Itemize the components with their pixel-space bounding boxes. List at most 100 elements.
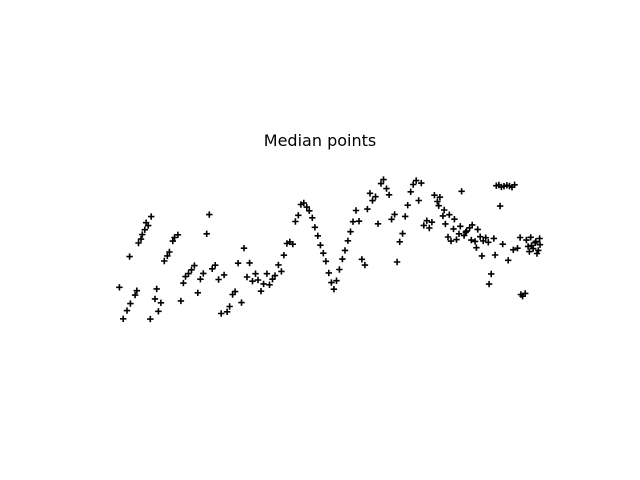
data-point (420, 222, 427, 229)
data-point (347, 228, 354, 235)
data-point (194, 289, 201, 296)
data-point (260, 280, 267, 288)
data-point (231, 288, 239, 295)
data-point (380, 176, 387, 183)
data-point (431, 192, 438, 199)
data-point (402, 213, 409, 220)
data-point (435, 202, 442, 209)
data-point (157, 299, 165, 306)
data-point (423, 217, 430, 224)
data-point (535, 247, 542, 254)
data-point (458, 188, 465, 195)
data-point (139, 231, 146, 238)
data-point (488, 270, 495, 278)
data-point (127, 300, 134, 307)
data-point (436, 194, 444, 201)
data-point (223, 308, 231, 315)
data-point (218, 310, 225, 317)
data-point (349, 218, 357, 225)
data-point (407, 188, 414, 195)
data-point (418, 179, 425, 187)
data-point (413, 177, 420, 184)
data-point (428, 219, 436, 226)
data-point (147, 315, 154, 323)
data-point (206, 211, 213, 218)
data-point (524, 243, 532, 250)
data-point (528, 242, 535, 249)
data-point (180, 279, 187, 287)
data-point (131, 291, 139, 299)
data-point (311, 224, 319, 231)
data-point (164, 252, 171, 260)
data-point (215, 276, 222, 283)
data-point (455, 230, 463, 237)
data-point (161, 257, 168, 265)
data-point (444, 233, 452, 241)
data-point (439, 212, 447, 220)
data-point (344, 237, 352, 244)
data-point (462, 228, 469, 236)
data-point (374, 220, 382, 227)
data-point (451, 216, 458, 223)
data-point (453, 236, 460, 243)
data-point (275, 261, 282, 269)
data-point (469, 221, 476, 229)
data-point (234, 260, 242, 267)
data-point (468, 236, 475, 244)
data-point (200, 270, 207, 277)
data-point (457, 223, 464, 230)
data-point (517, 291, 525, 298)
data-point (463, 227, 470, 235)
data-point (352, 207, 360, 214)
data-point (133, 287, 140, 294)
data-point (182, 273, 189, 280)
data-point (169, 237, 176, 245)
data-point (137, 235, 145, 243)
data-point (377, 180, 385, 187)
data-point (289, 241, 296, 248)
data-point (226, 303, 233, 310)
data-point (188, 266, 195, 273)
data-point (496, 202, 504, 210)
data-point (148, 213, 155, 220)
data-point (478, 252, 486, 260)
data-point (396, 238, 403, 245)
data-point (441, 206, 448, 214)
data-point (317, 242, 324, 249)
data-point (473, 244, 480, 251)
data-point (252, 270, 259, 277)
data-point (191, 262, 198, 269)
data-point (447, 237, 455, 245)
data-point (177, 297, 185, 305)
data-point (325, 269, 332, 277)
data-point (415, 197, 422, 204)
data-point (372, 193, 379, 200)
data-point (527, 234, 534, 241)
data-point (364, 205, 371, 213)
data-point (185, 270, 192, 277)
data-point (238, 299, 245, 306)
data-point (339, 255, 346, 263)
data-point (485, 280, 493, 288)
data-point (369, 197, 376, 204)
data-point (249, 278, 256, 285)
data-point (499, 241, 506, 248)
data-point (328, 279, 335, 286)
data-point (246, 259, 253, 267)
data-point (450, 225, 457, 233)
data-point (336, 266, 343, 273)
data-point (123, 307, 131, 314)
data-point (155, 308, 162, 315)
chart-title: Median points (263, 131, 377, 150)
data-point (320, 250, 327, 257)
data-point (482, 234, 489, 241)
data-point (533, 250, 541, 257)
data-point (361, 261, 369, 269)
data-point (442, 220, 449, 228)
data-point (292, 218, 299, 225)
data-point (446, 211, 453, 218)
data-point (240, 245, 248, 252)
data-point (460, 232, 468, 239)
